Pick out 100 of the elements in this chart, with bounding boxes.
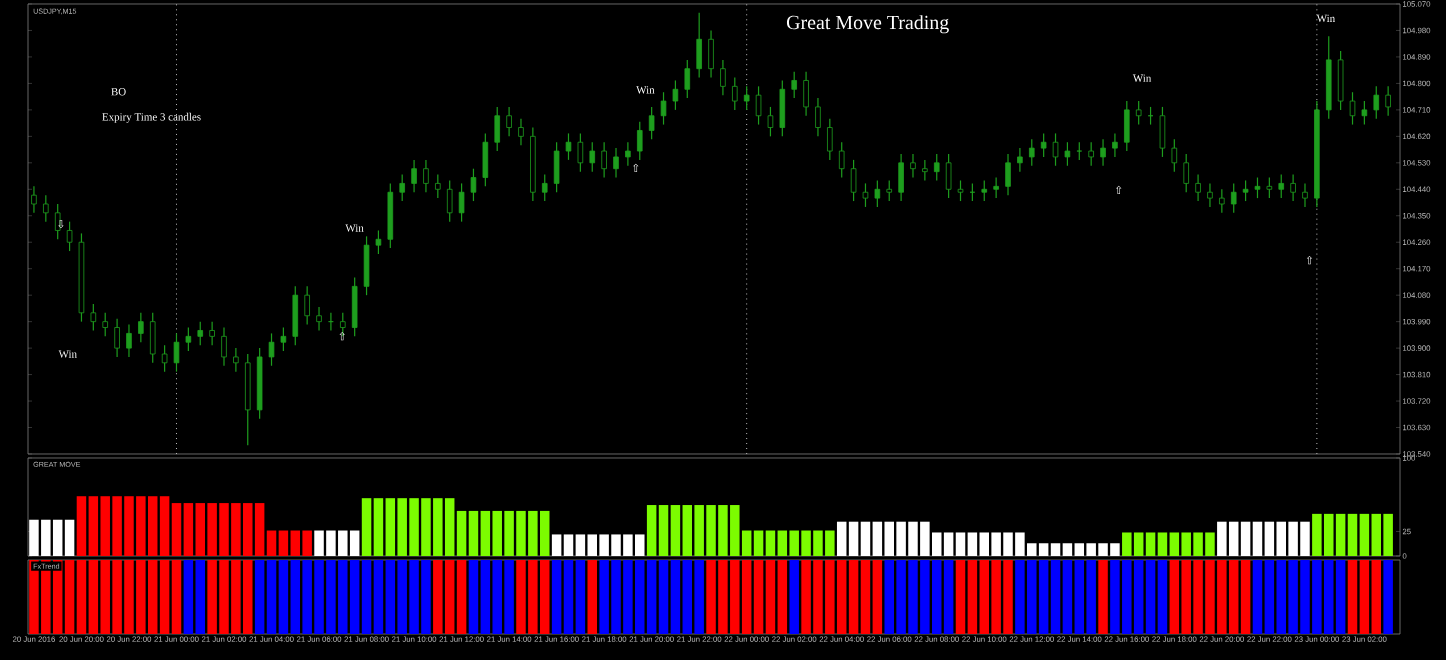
candlestick	[304, 285, 310, 326]
candlestick	[1124, 100, 1130, 152]
candlestick	[553, 141, 560, 193]
candlestick	[1088, 141, 1094, 167]
candlestick	[43, 194, 49, 223]
candlestick	[292, 285, 299, 346]
candlestick	[672, 79, 679, 111]
candlestick	[66, 221, 73, 252]
candlestick	[1029, 138, 1035, 167]
candlestick	[54, 203, 61, 240]
candlestick	[363, 235, 370, 296]
candlestick	[1171, 138, 1178, 173]
candlestick	[779, 79, 786, 137]
candlestick	[518, 118, 524, 146]
candlestick	[1064, 141, 1071, 167]
candlestick	[708, 29, 714, 79]
candlestick	[114, 318, 120, 358]
candlestick	[1135, 100, 1142, 126]
candlestick	[1290, 173, 1296, 202]
candlestick	[1195, 173, 1201, 202]
candlestick	[874, 179, 881, 208]
candlestick	[815, 97, 821, 137]
candlestick	[838, 141, 845, 179]
candlestick	[660, 91, 667, 126]
candlestick	[1242, 179, 1249, 202]
candlestick	[1266, 176, 1273, 199]
candlestick	[149, 312, 156, 364]
candlestick	[1373, 85, 1380, 120]
candlestick	[244, 353, 251, 446]
candlestick	[755, 85, 762, 126]
candlestick	[827, 118, 833, 161]
candlestick	[340, 312, 346, 337]
candlestick	[387, 182, 394, 249]
candlestick	[1302, 182, 1308, 208]
candlestick	[1230, 182, 1237, 214]
candlestick	[684, 59, 691, 99]
candlestick	[1349, 91, 1356, 126]
candlestick	[791, 71, 797, 99]
candlestick	[446, 179, 453, 223]
candlestick	[185, 326, 192, 352]
candlestick	[1278, 173, 1285, 199]
candlestick	[945, 153, 952, 199]
candlestick	[197, 321, 204, 346]
candlestick	[435, 173, 441, 199]
candlestick	[886, 179, 892, 202]
candlestick	[209, 321, 215, 346]
candlestick	[31, 185, 37, 214]
candlestick	[993, 176, 999, 199]
candlestick	[743, 85, 750, 111]
candlestick	[636, 121, 643, 161]
candlestick	[850, 159, 857, 202]
candlestick	[1052, 132, 1059, 167]
candlestick	[1005, 153, 1011, 196]
candlestick	[1159, 106, 1166, 158]
candlestick	[696, 12, 702, 79]
candlestick	[138, 312, 144, 343]
candlestick	[1361, 100, 1368, 126]
candlestick	[1207, 182, 1213, 208]
candlestick	[482, 132, 489, 187]
text: Great Move Trading	[786, 15, 949, 34]
candlestick	[767, 106, 774, 137]
candlestick	[732, 76, 738, 111]
candlestick	[720, 59, 726, 96]
candlestick	[494, 106, 500, 152]
candlestick	[458, 182, 465, 223]
candlestick	[268, 332, 275, 367]
candlestick	[173, 332, 180, 373]
candlestick	[375, 229, 382, 255]
candlestick	[601, 141, 607, 179]
candlestick	[957, 179, 964, 202]
candlestick	[648, 106, 655, 140]
candlestick	[1337, 50, 1344, 111]
candlestick	[221, 326, 227, 367]
candlestick	[862, 182, 869, 208]
candlestick	[233, 347, 239, 373]
candlestick	[981, 179, 988, 202]
candlestick	[161, 344, 168, 373]
candlestick	[589, 141, 596, 173]
candlestick	[910, 153, 916, 179]
candlestick	[565, 132, 572, 161]
candlestick	[1254, 176, 1261, 199]
candlestick	[126, 323, 132, 358]
candlestick	[1385, 85, 1391, 117]
candlestick	[351, 276, 358, 337]
candlestick	[898, 153, 904, 202]
candlestick	[922, 159, 928, 182]
candlestick	[933, 153, 940, 182]
candlestick	[411, 159, 417, 193]
candlestick	[1219, 188, 1225, 214]
candlestick	[613, 147, 619, 179]
candlestick	[1040, 132, 1047, 158]
candlestick	[1112, 132, 1118, 158]
candlestick	[399, 173, 405, 202]
candlestick	[577, 132, 584, 173]
candlestick	[803, 71, 809, 117]
candlestick	[506, 106, 512, 137]
candlestick	[423, 159, 429, 193]
candlestick	[541, 173, 548, 202]
candlestick	[90, 303, 97, 332]
candlestick	[1017, 147, 1023, 173]
